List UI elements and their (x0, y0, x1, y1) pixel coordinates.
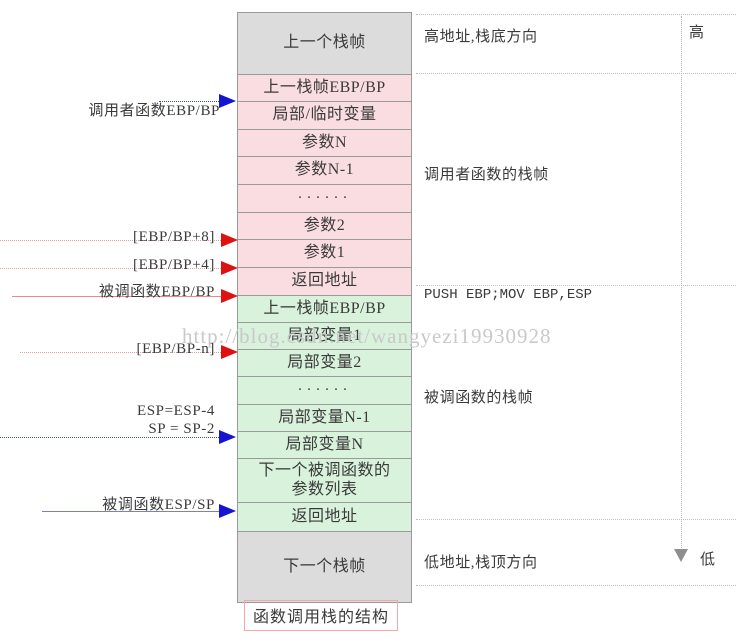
stack-cell-param-1: 参数1 (238, 240, 411, 268)
arrow-callee-esp-icon (219, 504, 236, 518)
arrow-esp-adjust-icon (219, 430, 236, 444)
leader-ebp-plus-8 (0, 240, 223, 241)
axis-low-label: 低 (700, 552, 716, 568)
separator-high-addr (416, 73, 736, 74)
separator-low-addr (416, 519, 736, 520)
stack-cell-param-n-1: 参数N-1 (238, 157, 411, 185)
stack-cell-callee-return-addr: 返回地址 (238, 503, 411, 532)
stack-cell-callee-saved-ebp: 上一栈帧EBP/BP (238, 296, 411, 323)
axis-high-label: 高 (689, 25, 705, 41)
arrow-callee-ebp-icon (221, 289, 238, 303)
label-esp-adjust: ESP=ESP-4 SP = SP-2 (136, 403, 215, 437)
separator-callee-start (416, 285, 736, 286)
label-callee-ebp: 被调函数EBP/BP (98, 284, 215, 300)
label-caller-frame: 调用者函数的栈帧 (424, 167, 549, 183)
arrow-ebp-plus-4-icon (221, 261, 238, 275)
arrow-ebp-minus-n-icon (221, 345, 238, 359)
separator-top (416, 14, 736, 15)
stack-column: 上一个栈帧 上一栈帧EBP/BP 局部/临时变量 参数N 参数N-1 ·····… (237, 12, 412, 603)
arrow-ebp-plus-8-icon (221, 233, 238, 247)
label-caller-ebp: 调用者函数EBP/BP (88, 103, 220, 119)
stack-cell-local-var-n-1: 局部变量N-1 (238, 405, 411, 432)
stack-cell-caller-saved-ebp: 上一栈帧EBP/BP (238, 75, 411, 102)
address-direction-axis (681, 16, 682, 556)
stack-cell-prev-frame: 上一个栈帧 (238, 13, 411, 75)
diagram-caption: 函数调用栈的结构 (244, 600, 399, 631)
stack-cell-caller-locals: 局部/临时变量 (238, 102, 411, 130)
stack-cell-next-callee-args: 下一个被调函数的 参数列表 (238, 459, 411, 503)
stack-cell-local-var-n: 局部变量N (238, 432, 411, 459)
stack-cell-param-2: 参数2 (238, 213, 411, 240)
leader-ebp-plus-4 (0, 268, 223, 269)
label-ebp-minus-n: [EBP/BP-n] (136, 341, 215, 357)
leader-esp-adjust (0, 437, 219, 438)
address-direction-arrowhead-icon (674, 549, 688, 562)
leader-callee-ebp (12, 296, 223, 297)
leader-callee-esp (42, 511, 219, 512)
leader-ebp-minus-n (20, 352, 223, 353)
label-push-ebp-mov: PUSH EBP;MOV EBP,ESP (424, 287, 593, 303)
label-high-address: 高地址,栈底方向 (424, 29, 538, 45)
stack-cell-next-frame: 下一个栈帧 (238, 532, 411, 602)
label-callee-frame: 被调函数的栈帧 (424, 390, 534, 406)
stack-cell-local-var-1: 局部变量1 (238, 323, 411, 350)
stack-cell-params-ellipsis: ······ (238, 185, 411, 213)
stack-cell-param-n: 参数N (238, 130, 411, 157)
label-ebp-plus-4: [EBP/BP+4] (133, 257, 215, 273)
stack-cell-local-var-2: 局部变量2 (238, 350, 411, 377)
separator-bottom (416, 585, 736, 586)
label-callee-esp: 被调函数ESP/SP (102, 497, 215, 513)
arrow-caller-ebp-icon (219, 94, 236, 108)
label-ebp-plus-8: [EBP/BP+8] (133, 229, 215, 245)
stack-cell-locals-ellipsis: ······ (238, 377, 411, 405)
leader-caller-ebp (159, 101, 219, 102)
label-low-address: 低地址,栈顶方向 (424, 555, 538, 571)
stack-cell-caller-return-addr: 返回地址 (238, 268, 411, 296)
